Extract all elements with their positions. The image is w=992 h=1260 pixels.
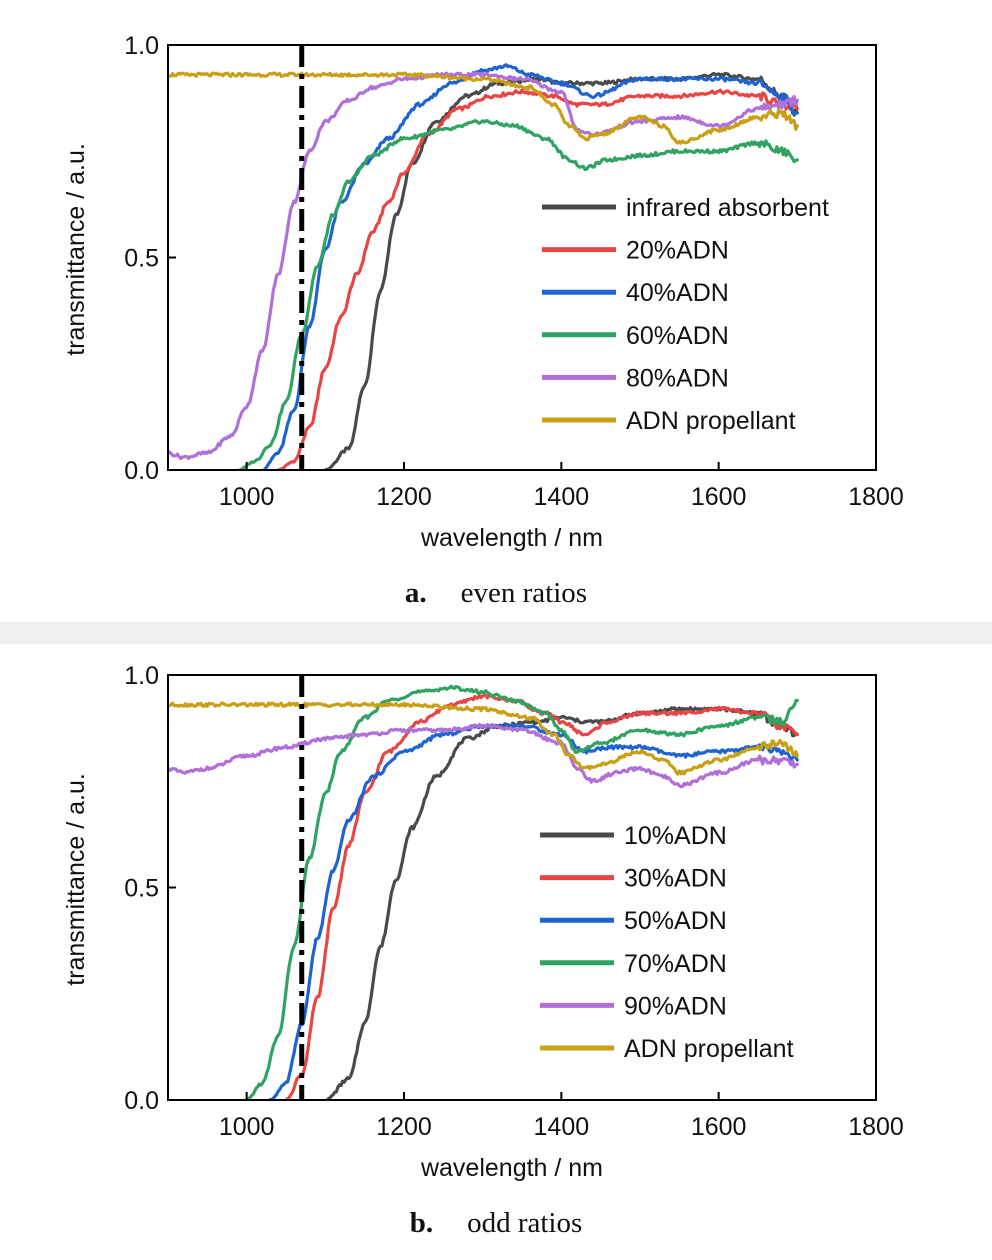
series-line-adn-propellant bbox=[168, 701, 799, 776]
y-tick-label: 0.0 bbox=[124, 1087, 159, 1115]
y-axis-label: transmittance / a.u. bbox=[62, 773, 90, 986]
legend-label: 80%ADN bbox=[626, 364, 729, 392]
panel-caption: a. even ratios bbox=[405, 577, 587, 609]
chart-legend: infrared absorbent 20%ADN 40%ADN 60%ADN 80%A… bbox=[542, 194, 829, 435]
series-line-90-adn bbox=[168, 723, 799, 789]
x-tick-label: 1800 bbox=[848, 1113, 904, 1141]
panel-caption: b. odd ratios bbox=[410, 1207, 583, 1239]
series-line-40-adn bbox=[260, 63, 799, 470]
legend-label: 90%ADN bbox=[624, 992, 727, 1020]
legend-label: 50%ADN bbox=[624, 907, 727, 935]
legend-label: 70%ADN bbox=[624, 950, 727, 978]
y-tick-label: 0.5 bbox=[124, 875, 159, 903]
series-line-60-adn bbox=[237, 119, 799, 470]
x-tick-label: 1400 bbox=[534, 483, 590, 511]
series-line-70-adn bbox=[245, 684, 799, 1100]
y-tick-label: 1.0 bbox=[124, 32, 159, 60]
series-line-50-adn bbox=[268, 722, 799, 1100]
x-tick-label: 1800 bbox=[848, 483, 904, 511]
y-axis-label: transmittance / a.u. bbox=[62, 143, 90, 356]
series-line-adn-propellant bbox=[168, 71, 799, 145]
x-tick-label: 1400 bbox=[534, 1113, 590, 1141]
legend-label: 60%ADN bbox=[626, 322, 729, 350]
chart-legend: 10%ADN 30%ADN 50%ADN 70%ADN 90%ADN ADN propel… bbox=[540, 822, 794, 1063]
legend-label: infrared absorbent bbox=[626, 194, 829, 222]
legend-label: ADN propellant bbox=[626, 407, 796, 435]
panel-separator bbox=[0, 622, 992, 644]
x-tick-label: 1600 bbox=[691, 1113, 747, 1141]
x-tick-label: 1200 bbox=[376, 1113, 432, 1141]
x-tick-label: 1600 bbox=[691, 483, 747, 511]
x-tick-label: 1200 bbox=[376, 483, 432, 511]
legend-label: ADN propellant bbox=[624, 1035, 794, 1063]
x-tick-label: 1000 bbox=[219, 483, 275, 511]
legend-label: 10%ADN bbox=[624, 822, 727, 850]
x-tick-label: 1000 bbox=[219, 1113, 275, 1141]
series-line-80-adn bbox=[168, 71, 799, 461]
x-axis-label: wavelength / nm bbox=[420, 1154, 603, 1182]
legend-label: 20%ADN bbox=[626, 237, 729, 265]
x-axis-label: wavelength / nm bbox=[420, 524, 603, 552]
y-tick-label: 1.0 bbox=[124, 662, 159, 690]
y-tick-label: 0.0 bbox=[124, 457, 159, 485]
legend-label: 30%ADN bbox=[624, 865, 727, 893]
y-tick-label: 0.5 bbox=[124, 245, 159, 273]
chart-panel-odd-ratios: 1000 1200 1400 1600 1800 0.0 0.5 1.0 wavelength … bbox=[62, 662, 904, 1239]
legend-label: 40%ADN bbox=[626, 279, 729, 307]
chart-panel-even-ratios: 1000 1200 1400 1600 1800 0.0 0.5 1.0 wavelength … bbox=[62, 32, 904, 609]
